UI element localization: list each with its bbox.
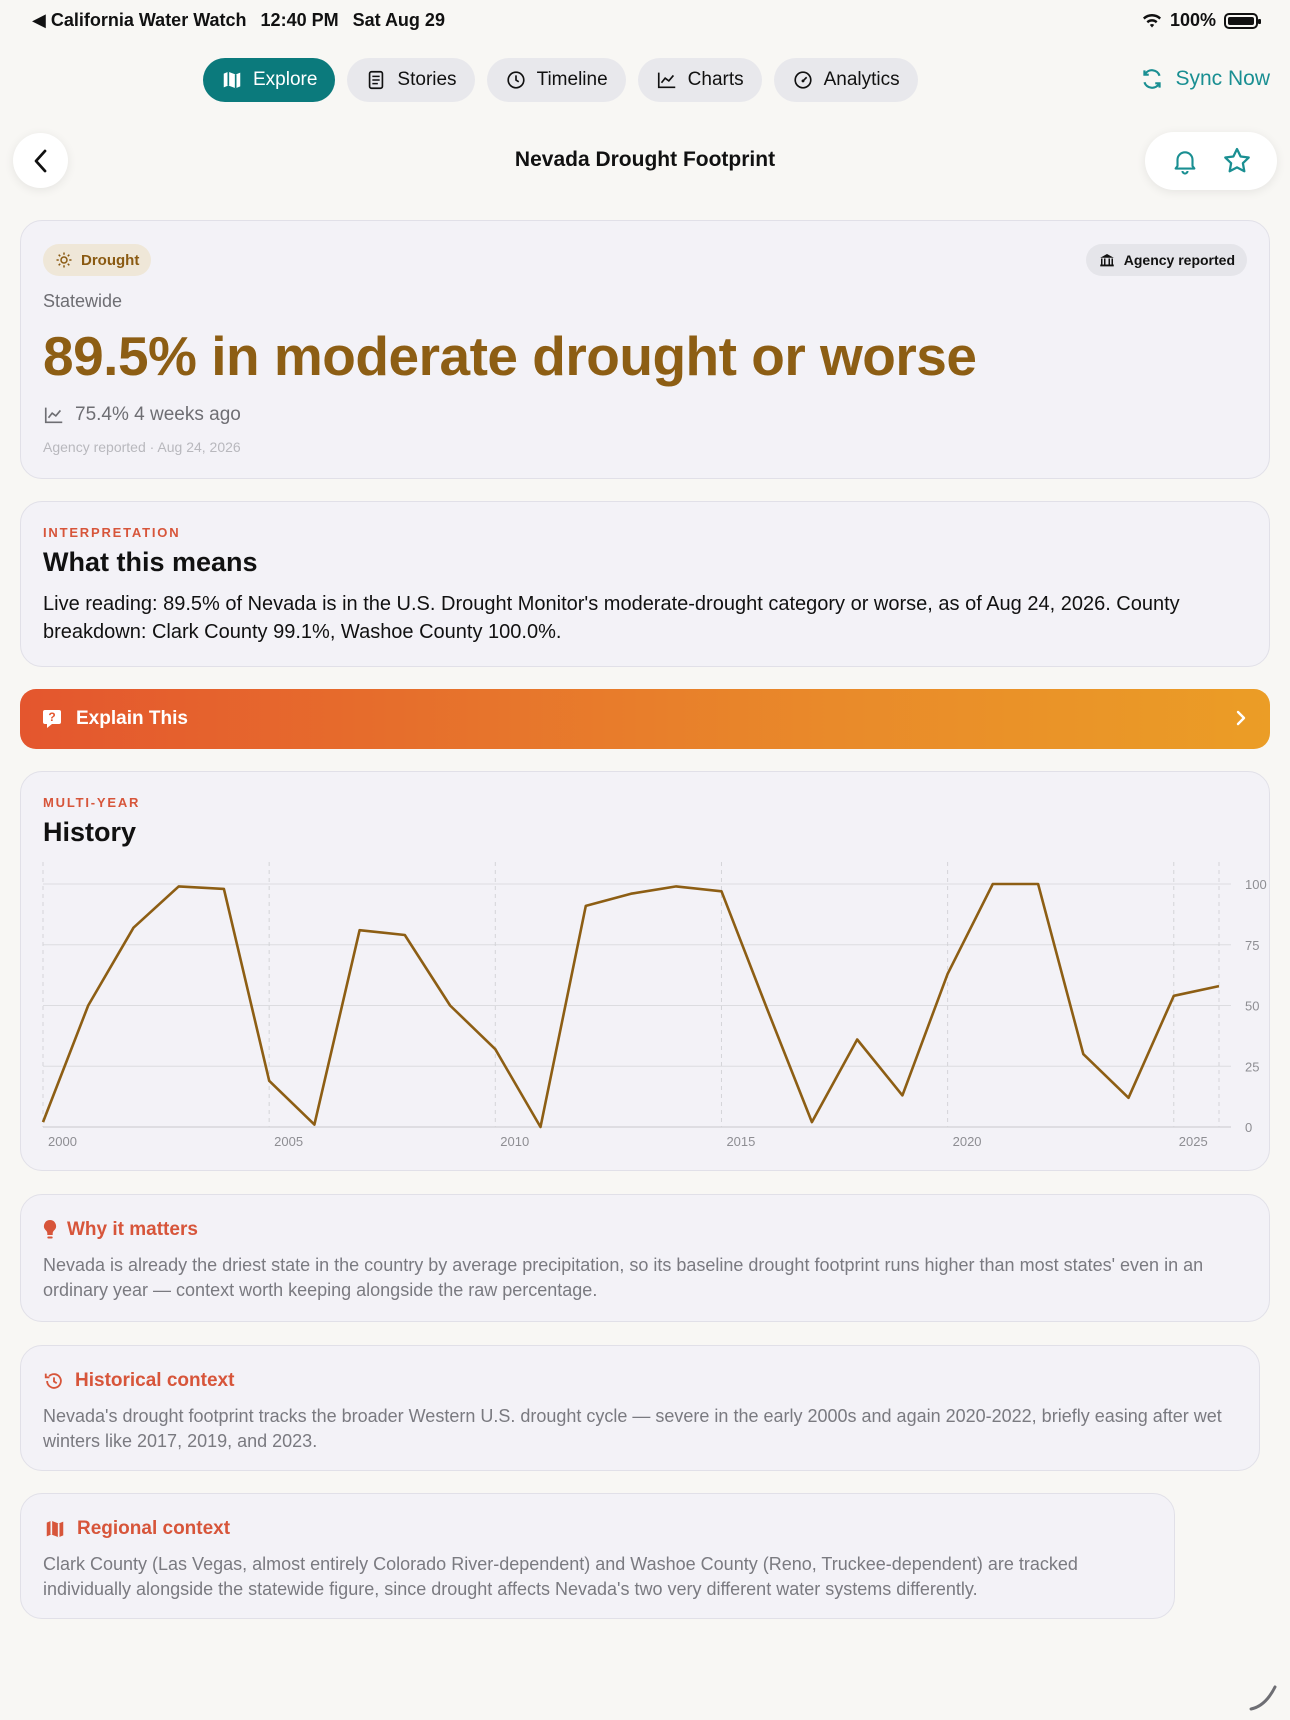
explain-this-button[interactable]: ? Explain This <box>20 689 1270 749</box>
page-title: Nevada Drought Footprint <box>514 148 776 171</box>
interpretation-card: INTERPRETATION What this means Live read… <box>20 501 1270 667</box>
interpretation-eyebrow: INTERPRETATION <box>43 525 181 540</box>
bell-icon[interactable] <box>1170 146 1200 176</box>
regional-context-card: Regional context Clark County (Las Vegas… <box>20 1493 1175 1619</box>
x-tick-label: 2025 <box>1179 1134 1208 1149</box>
historical-context-card: Historical context Nevada's drought foot… <box>20 1345 1260 1471</box>
map-icon <box>46 1520 64 1538</box>
series-line <box>41 882 1220 1129</box>
interpretation-body: Live reading: 89.5% of Nevada is in the … <box>43 593 1180 643</box>
status-bar: ◀ California Water Watch 12:40 PM Sat Au… <box>0 0 1290 42</box>
previous-value: 75.4% 4 weeks ago <box>43 404 241 426</box>
history-clock-icon <box>44 1373 62 1389</box>
historical-body: Nevada's drought footprint tracks the br… <box>43 1406 1222 1451</box>
wifi-icon <box>1142 13 1161 27</box>
tab-stories[interactable]: Stories <box>347 58 475 102</box>
back-button[interactable] <box>13 133 68 188</box>
top-tab-bar: Explore Stories Timeline Charts Analytic… <box>203 58 918 102</box>
star-icon[interactable] <box>1221 145 1253 177</box>
tab-label: Stories <box>397 69 457 90</box>
location-label: Statewide <box>43 291 123 311</box>
scroll-indicator-icon[interactable] <box>1248 1682 1278 1712</box>
document-icon <box>369 70 384 90</box>
why-body: Nevada is already the driest state in th… <box>43 1255 1204 1300</box>
history-card: MULTI-YEAR History 0 25 50 75 100 2000 2005 201… <box>20 771 1270 1171</box>
gauge-icon <box>794 71 812 89</box>
chevron-right-icon <box>1236 710 1246 726</box>
x-tick-label: 2015 <box>726 1134 755 1149</box>
clock-icon <box>506 71 525 89</box>
action-pill <box>1145 132 1277 190</box>
y-tick-label: 25 <box>1245 1059 1259 1074</box>
tab-analytics[interactable]: Analytics <box>773 58 918 102</box>
building-columns-icon <box>1100 254 1114 267</box>
history-title: History <box>43 817 137 847</box>
why-title-row: Why it matters <box>43 1219 198 1241</box>
line-chart-icon <box>657 72 675 89</box>
x-tick-label: 2005 <box>274 1134 303 1149</box>
interpretation-title: What this means <box>43 547 258 577</box>
source-chip: Agency reported <box>1085 244 1247 276</box>
y-tick-label: 75 <box>1245 938 1259 953</box>
why-it-matters-card: Why it matters Nevada is already the dri… <box>20 1194 1270 1322</box>
question-bubble-icon: ? <box>43 710 61 728</box>
historical-title-row: Historical context <box>43 1370 234 1392</box>
regional-title-row: Regional context <box>43 1518 230 1540</box>
sync-label: Sync Now <box>1175 67 1270 90</box>
trend-chart-icon <box>44 407 63 424</box>
chevron-left-icon <box>34 149 46 172</box>
historical-title: Historical context <box>75 1370 235 1391</box>
sun-icon <box>56 252 72 268</box>
previous-value-text: 75.4% 4 weeks ago <box>75 404 241 425</box>
y-tick-label: 100 <box>1245 877 1267 892</box>
y-tick-label: 0 <box>1245 1120 1252 1135</box>
reported-date: Agency reported · Aug 24, 2026 <box>43 439 241 455</box>
x-tick-label: 2020 <box>953 1134 982 1149</box>
explain-label: Explain This <box>76 708 188 729</box>
battery-percent: 100% <box>1169 10 1216 30</box>
sync-icon <box>1143 69 1162 89</box>
map-icon <box>223 71 241 89</box>
tab-label: Analytics <box>823 69 900 90</box>
category-chip-label: Drought <box>81 251 140 269</box>
tab-label: Timeline <box>536 69 608 90</box>
y-tick-label: 50 <box>1245 999 1259 1014</box>
tab-label: Charts <box>687 69 744 90</box>
metric-headline: 89.5% in moderate drought or worse <box>43 325 977 387</box>
source-chip-label: Agency reported <box>1123 252 1235 268</box>
svg-text:?: ? <box>48 710 55 724</box>
metric-card: Drought Agency reported Statewide 89.5% … <box>20 220 1270 479</box>
tab-charts[interactable]: Charts <box>637 58 762 102</box>
x-tick-label: 2000 <box>48 1134 77 1149</box>
history-line-chart: 0 25 50 75 100 2000 2005 2010 2015 2020 2025 <box>41 862 1267 1149</box>
category-chip: Drought <box>43 244 152 276</box>
history-eyebrow: MULTI-YEAR <box>43 795 141 810</box>
status-time: 12:40 PM <box>260 10 339 30</box>
tab-explore[interactable]: Explore <box>203 58 336 102</box>
regional-title: Regional context <box>77 1518 231 1539</box>
status-date: Sat Aug 29 <box>352 10 445 30</box>
x-tick-label: 2010 <box>500 1134 529 1149</box>
sync-now-button[interactable]: Sync Now <box>1139 66 1270 92</box>
tab-timeline[interactable]: Timeline <box>486 58 626 102</box>
regional-body: Clark County (Las Vegas, almost entirely… <box>43 1554 1078 1599</box>
battery-icon <box>1224 12 1261 29</box>
tab-label: Explore <box>253 69 318 90</box>
why-title: Why it matters <box>67 1219 198 1240</box>
lightbulb-icon <box>43 1219 57 1239</box>
back-to-app-link[interactable]: ◀ California Water Watch <box>32 10 247 30</box>
